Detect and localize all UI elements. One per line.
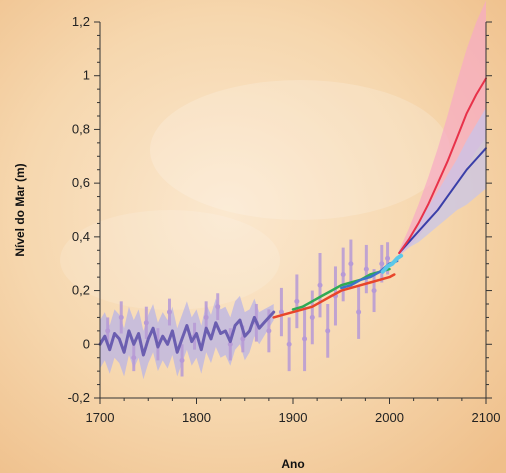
proxy-point (317, 282, 323, 288)
tide-gauge-red-line (272, 273, 396, 319)
proxy-point (215, 304, 221, 310)
proxy-point (356, 309, 362, 315)
y-tick-label: 0,2 (72, 283, 90, 298)
x-tick-label: 2100 (472, 410, 501, 425)
projection-high-band (399, 0, 486, 256)
proxy-point (278, 309, 284, 315)
proxy-point (166, 309, 172, 315)
reconstruction-line (98, 310, 276, 357)
proxy-point (325, 328, 331, 334)
proxy-point (105, 328, 111, 334)
y-tick-label: 0,6 (72, 175, 90, 190)
proxy-point (203, 314, 209, 320)
background-texture (60, 210, 280, 310)
y-tick-label: 0,8 (72, 121, 90, 136)
y-tick-label: 1 (83, 68, 90, 83)
proxy-point (266, 328, 272, 334)
proxy-point (118, 314, 124, 320)
background-texture (150, 80, 450, 220)
x-tick-label: 1900 (279, 410, 308, 425)
proxy-point (179, 357, 185, 363)
x-tick-label: 2000 (375, 410, 404, 425)
projection-low-line (398, 147, 487, 254)
proxy-point (240, 336, 246, 342)
proxy-point (227, 341, 233, 347)
proxy-point (385, 255, 391, 261)
x-axis-title: Ano (281, 457, 304, 471)
proxy-point (294, 298, 300, 304)
projection-high-line (398, 77, 487, 254)
proxy-point (371, 288, 377, 294)
x-tick-label: 1800 (182, 410, 211, 425)
y-tick-label: 0,4 (72, 229, 90, 244)
satellite-line (380, 253, 404, 274)
y-tick-label: -0,2 (68, 390, 90, 405)
proxy-point (309, 314, 315, 320)
tide-gauge-green-line (291, 267, 391, 311)
proxy-point (286, 341, 292, 347)
proxy-point (348, 261, 354, 267)
proxy-point (379, 261, 385, 267)
y-axis-title: Nível do Mar (m) (13, 163, 27, 256)
proxy-point (143, 320, 149, 326)
x-tick-label: 1700 (86, 410, 115, 425)
proxy-point (302, 336, 308, 342)
proxy-point (131, 355, 137, 361)
proxy-point (363, 266, 369, 272)
y-tick-label: 1,2 (72, 14, 90, 29)
y-tick-label: 0 (83, 336, 90, 351)
proxy-point (340, 271, 346, 277)
